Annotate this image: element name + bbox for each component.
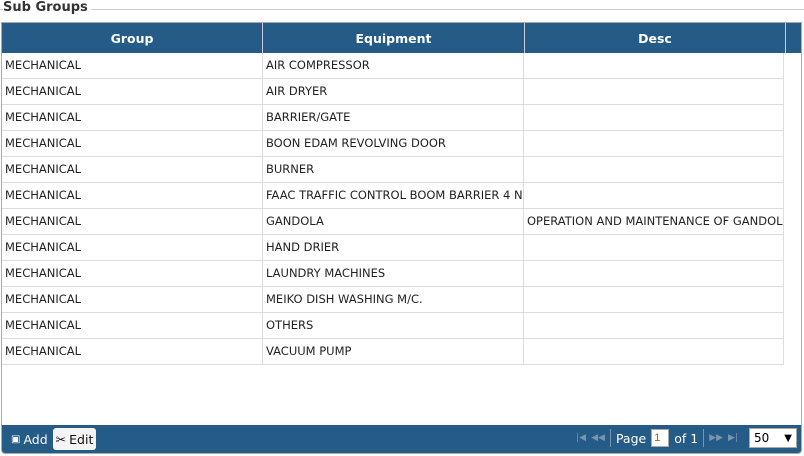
cell-desc [524,287,784,313]
cell-equipment: LAUNDRY MACHINES [263,261,524,287]
cell-group: MECHANICAL [2,79,263,105]
grid-footer: ▣ Add ✂ Edit |◀ ◀◀ Page of 1 ▶▶ ▶| 50 ▼ [2,425,801,453]
cell-desc: OPERATION AND MAINTENANCE OF GANDOLA [524,209,784,235]
cell-equipment: VACUUM PUMP [263,339,524,365]
cell-group: MECHANICAL [2,53,263,79]
table-row[interactable]: MECHANICAL AIR DRYER [2,79,801,105]
cell-group: MECHANICAL [2,157,263,183]
cell-desc [524,339,784,365]
cell-desc [524,183,784,209]
separator [703,429,705,447]
cell-group: MECHANICAL [2,209,263,235]
table-row[interactable]: MECHANICAL FAAC TRAFFIC CONTROL BOOM BARR… [2,183,801,209]
cell-equipment: AIR COMPRESSOR [263,53,524,79]
cell-group: MECHANICAL [2,131,263,157]
table-row[interactable]: MECHANICAL BURNER [2,157,801,183]
cell-group: MECHANICAL [2,105,263,131]
table-row[interactable]: MECHANICAL MEIKO DISH WASHING M/C. [2,287,801,313]
cell-desc [524,235,784,261]
grid-header: Group Equipment Desc [2,23,801,53]
table-row[interactable]: MECHANICAL HAND DRIER [2,235,801,261]
page-input[interactable] [651,429,670,447]
cell-group: MECHANICAL [2,261,263,287]
prev-page-icon[interactable]: ◀◀ [591,433,605,443]
next-page-icon[interactable]: ▶▶ [709,433,724,443]
last-page-icon[interactable]: ▶| [728,433,738,443]
cell-equipment: BURNER [263,157,524,183]
column-header-group[interactable]: Group [2,23,263,53]
cell-group: MECHANICAL [2,235,263,261]
page-size-select[interactable]: 50 ▼ [749,428,797,448]
table-row[interactable]: MECHANICAL AIR COMPRESSOR [2,53,801,79]
separator [609,429,611,447]
cell-desc [524,157,784,183]
cell-equipment: AIR DRYER [263,79,524,105]
cell-desc [524,313,784,339]
cell-equipment: FAAC TRAFFIC CONTROL BOOM BARRIER 4 NOS. [263,183,524,209]
add-icon: ▣ [11,433,21,445]
first-page-icon[interactable]: |◀ [576,433,587,443]
sub-groups-grid: Group Equipment Desc MECHANICAL AIR COMPR… [1,22,802,454]
cell-equipment: BARRIER/GATE [263,105,524,131]
cell-desc [524,131,784,157]
table-row[interactable]: MECHANICAL BOON EDAM REVOLVING DOOR [2,131,801,157]
table-row[interactable]: MECHANICAL GANDOLA OPERATION AND MAINTENAN… [2,209,801,235]
cell-equipment: HAND DRIER [263,235,524,261]
section-title: Sub Groups [3,0,91,15]
grid-body: MECHANICAL AIR COMPRESSOR MECHANICAL AIR DR… [2,53,801,365]
add-button[interactable]: ▣ Add [11,431,48,447]
cell-desc [524,79,784,105]
table-row[interactable]: MECHANICAL LAUNDRY MACHINES [2,261,801,287]
fieldset-border [0,9,804,10]
cell-desc [524,105,784,131]
column-header-desc[interactable]: Desc [525,23,786,53]
cell-desc [524,53,784,79]
cell-equipment: MEIKO DISH WASHING M/C. [263,287,524,313]
page-count: of 1 [674,430,699,446]
cell-equipment: GANDOLA [263,209,524,235]
page-label: Page [615,430,647,446]
cell-equipment: BOON EDAM REVOLVING DOOR [263,131,524,157]
edit-button[interactable]: ✂ Edit [52,428,97,450]
cell-group: MECHANICAL [2,287,263,313]
table-row[interactable]: MECHANICAL BARRIER/GATE [2,105,801,131]
table-row[interactable]: MECHANICAL VACUUM PUMP [2,339,801,365]
cell-group: MECHANICAL [2,183,263,209]
scissors-icon: ✂ [55,431,67,447]
pager: |◀ ◀◀ Page of 1 ▶▶ ▶| 50 ▼ [576,428,797,448]
table-row[interactable]: MECHANICAL OTHERS [2,313,801,339]
column-header-equipment[interactable]: Equipment [263,23,525,53]
cell-desc [524,261,784,287]
cell-group: MECHANICAL [2,313,263,339]
cell-group: MECHANICAL [2,339,263,365]
dropdown-arrow-icon: ▼ [784,432,792,444]
cell-equipment: OTHERS [263,313,524,339]
